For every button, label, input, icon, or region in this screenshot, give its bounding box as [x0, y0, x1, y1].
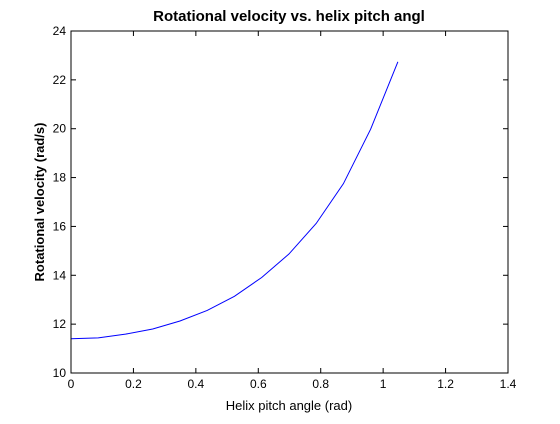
y-tick-label: 16	[53, 219, 67, 233]
y-tick-label: 10	[53, 366, 67, 380]
y-tick-label: 24	[53, 24, 67, 38]
x-tick-label: 1.2	[437, 377, 454, 391]
x-tick-label: 0.4	[188, 377, 205, 391]
x-axis-label: Helix pitch angle (rad)	[226, 398, 352, 413]
x-tick-label: 0	[68, 377, 75, 391]
y-tick-label: 12	[53, 317, 67, 331]
y-axis-label: Rotational velocity (rad/s)	[32, 123, 47, 282]
series-layer	[70, 61, 399, 340]
ticks-layer: 0 0.2 0.4 0.6 0.8 1 1.2 1.4 10 12 14 16 18 20 22 24	[53, 24, 517, 391]
x-tick-label: 0.2	[125, 377, 142, 391]
x-tick-label: 0.8	[312, 377, 329, 391]
x-tick-label: 0.6	[250, 377, 267, 391]
x-tick-label: 1	[380, 377, 387, 391]
y-tick-label: 18	[53, 171, 67, 185]
y-tick-label: 20	[53, 122, 67, 136]
chart-title: Rotational velocity vs. helix pitch angl	[153, 8, 425, 25]
plot-area	[71, 31, 508, 373]
plot-frame	[70, 30, 509, 374]
y-tick-label: 14	[53, 268, 67, 282]
series-line	[70, 61, 399, 340]
y-tick-label: 22	[53, 73, 67, 87]
x-tick-label: 1.4	[500, 377, 517, 391]
